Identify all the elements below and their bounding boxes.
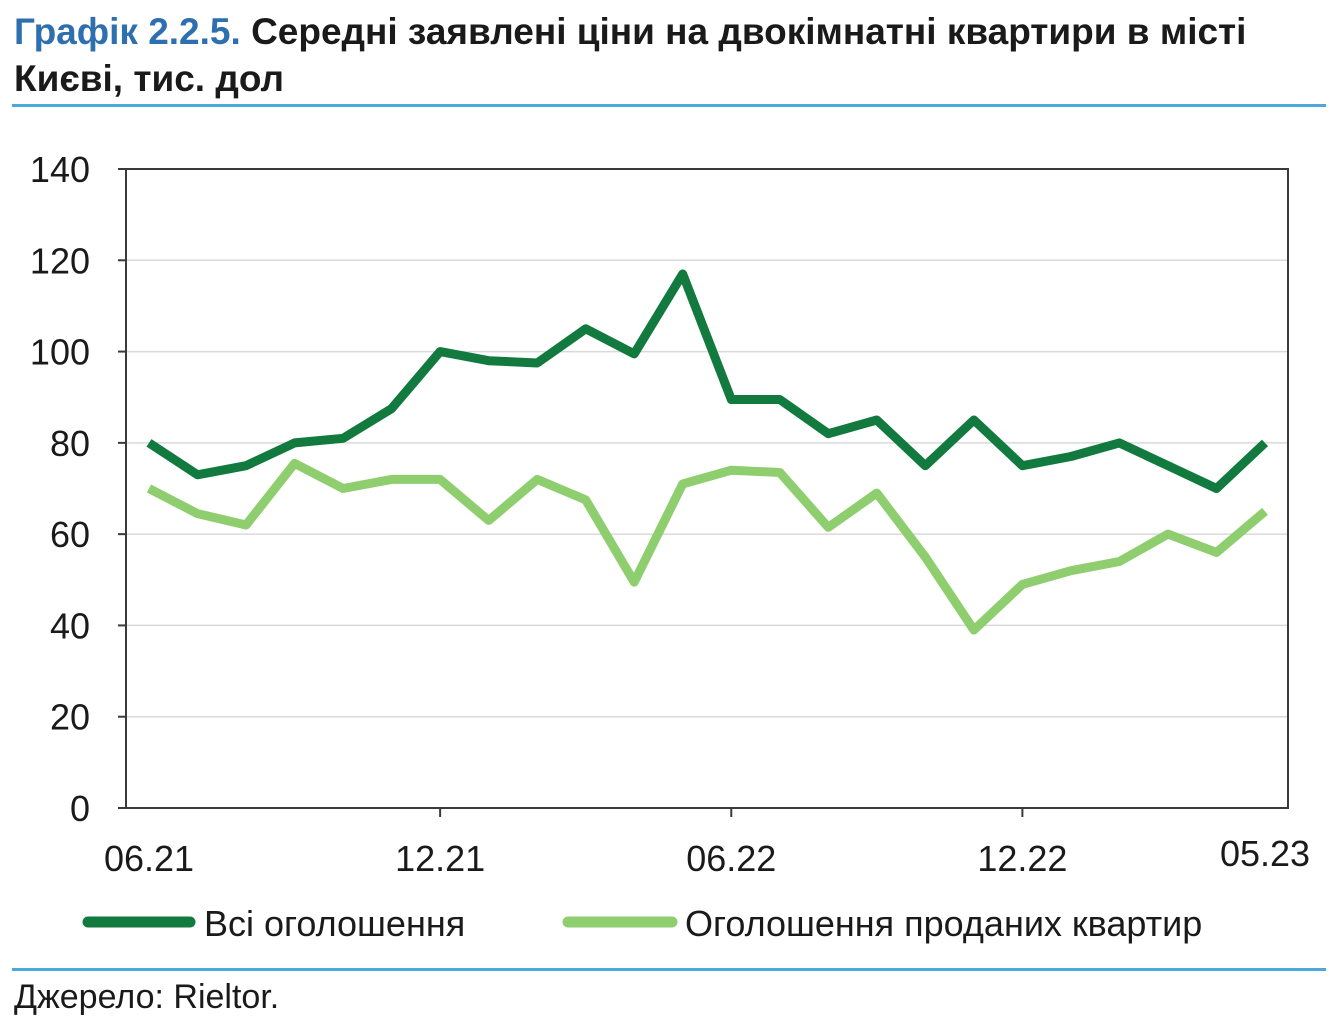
plot-frame — [125, 168, 1289, 809]
y-tick-label: 140 — [30, 149, 90, 190]
legend-label-all-listings: Всі оголошення — [204, 903, 465, 944]
source-note: Джерело: Rieltor. — [14, 978, 280, 1016]
y-tick-label: 120 — [30, 240, 90, 281]
x-tick-label: 05.23 — [1220, 833, 1310, 874]
chart-header: Графік 2.2.5. Середні заявлені ціни на д… — [14, 8, 1314, 102]
x-axis-ticks: 06.21 12.21 06.22 12.22 05.23 — [104, 808, 1310, 879]
top-divider — [12, 104, 1326, 107]
y-axis-ticks: 0 20 40 60 80 100 120 140 — [30, 149, 126, 829]
series-line-sold-listings — [146, 458, 1268, 635]
figure-label: Графік 2.2.5. — [14, 11, 241, 52]
x-tick-label: 12.21 — [395, 838, 485, 879]
x-tick-label: 06.21 — [104, 838, 194, 879]
legend: Всі оголошення Оголошення проданих кварти… — [82, 903, 1202, 944]
chart-title: Середні заявлені ціни на двокімнатні ква… — [14, 11, 1247, 99]
legend-label-sold-listings: Оголошення проданих квартир — [685, 903, 1202, 944]
y-tick-label: 80 — [50, 423, 90, 464]
series-lines — [146, 269, 1269, 635]
x-tick-label: 06.22 — [686, 838, 776, 879]
series-line-all-listings — [146, 269, 1269, 493]
y-tick-label: 100 — [30, 332, 90, 373]
y-tick-label: 40 — [50, 605, 90, 646]
bottom-divider — [12, 968, 1326, 971]
y-tick-label: 0 — [70, 788, 90, 829]
x-tick-label: 12.22 — [977, 838, 1067, 879]
y-tick-label: 60 — [50, 514, 90, 555]
y-tick-label: 20 — [50, 697, 90, 738]
